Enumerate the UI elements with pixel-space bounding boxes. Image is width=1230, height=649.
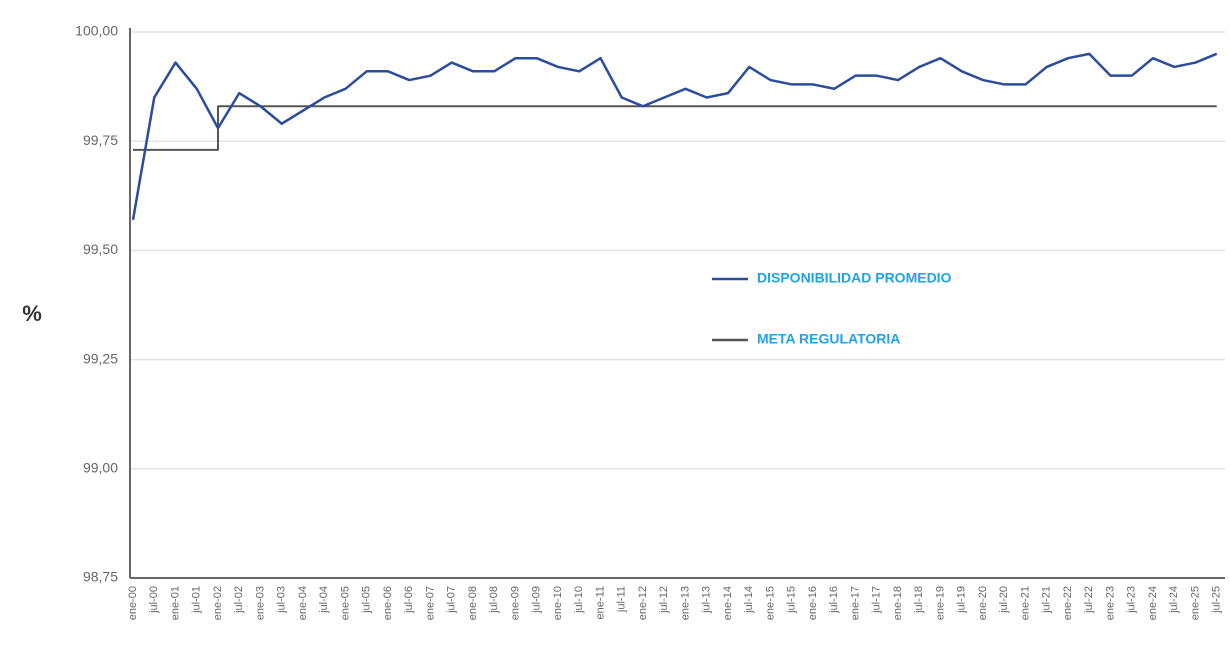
y-tick-label: 100,00 <box>75 23 118 39</box>
x-tick-label: ene-01 <box>169 586 181 620</box>
x-tick-label: ene-18 <box>892 586 904 620</box>
x-tick-label: jul-24 <box>1168 586 1180 614</box>
x-tick-label: ene-19 <box>934 586 946 620</box>
x-tick-label: ene-10 <box>552 586 564 620</box>
x-tick-label: ene-05 <box>339 586 351 620</box>
y-axis-label: % <box>22 301 42 326</box>
x-tick-label: jul-01 <box>191 586 203 614</box>
x-tick-label: jul-16 <box>828 586 840 614</box>
x-tick-label: ene-22 <box>1062 586 1074 620</box>
x-tick-label: ene-02 <box>212 586 224 620</box>
x-tick-label: ene-03 <box>254 586 266 620</box>
x-tick-label: jul-06 <box>403 586 415 614</box>
x-tick-label: jul-05 <box>361 586 373 614</box>
x-tick-label: jul-03 <box>276 586 288 614</box>
x-tick-label: ene-08 <box>467 586 479 620</box>
x-tick-label: ene-23 <box>1104 586 1116 620</box>
x-tick-label: ene-20 <box>977 586 989 620</box>
x-tick-label: jul-09 <box>531 586 543 614</box>
legend-label: DISPONIBILIDAD PROMEDIO <box>757 270 952 286</box>
x-tick-label: ene-07 <box>424 586 436 620</box>
x-tick-label: ene-09 <box>509 586 521 620</box>
x-tick-label: ene-00 <box>127 586 139 620</box>
y-tick-label: 99,00 <box>83 460 118 476</box>
x-tick-label: jul-02 <box>233 586 245 614</box>
x-tick-label: ene-11 <box>594 586 606 619</box>
x-tick-label: ene-06 <box>382 586 394 620</box>
x-tick-label: jul-22 <box>1083 586 1095 614</box>
x-tick-label: jul-12 <box>658 586 670 614</box>
y-tick-label: 99,75 <box>83 132 118 148</box>
x-tick-label: ene-17 <box>849 586 861 620</box>
x-tick-label: ene-21 <box>1019 586 1031 620</box>
series-line <box>133 105 1217 151</box>
x-tick-label: jul-19 <box>956 586 968 614</box>
x-tick-label: jul-04 <box>318 586 330 614</box>
series-line <box>131 52 1218 221</box>
y-tick-label: 99,50 <box>83 241 118 257</box>
x-tick-label: ene-12 <box>637 586 649 620</box>
y-tick-label: 98,75 <box>83 569 118 585</box>
y-tick-label: 99,25 <box>83 350 118 366</box>
x-tick-label: ene-15 <box>764 586 776 620</box>
x-tick-label: jul-07 <box>446 586 458 614</box>
legend-label: META REGULATORIA <box>757 331 900 347</box>
x-tick-label: ene-25 <box>1189 586 1201 620</box>
x-tick-label: jul-25 <box>1211 586 1223 614</box>
x-tick-label: jul-23 <box>1126 586 1138 614</box>
x-tick-label: jul-00 <box>148 586 160 614</box>
x-tick-label: jul-11 <box>616 586 628 613</box>
x-tick-label: ene-04 <box>297 586 309 620</box>
x-tick-label: jul-15 <box>786 586 798 614</box>
x-tick-label: jul-21 <box>1041 586 1053 614</box>
x-tick-label: ene-14 <box>722 586 734 620</box>
x-tick-label: jul-08 <box>488 586 500 614</box>
x-tick-label: ene-13 <box>679 586 691 620</box>
x-tick-label: jul-13 <box>701 586 713 614</box>
x-tick-label: jul-17 <box>871 586 883 614</box>
x-tick-label: jul-18 <box>913 586 925 614</box>
x-tick-label: jul-14 <box>743 586 755 614</box>
x-tick-label: jul-20 <box>998 586 1010 614</box>
x-tick-label: ene-24 <box>1147 586 1159 620</box>
x-tick-label: ene-16 <box>807 586 819 620</box>
x-tick-label: jul-10 <box>573 586 585 614</box>
